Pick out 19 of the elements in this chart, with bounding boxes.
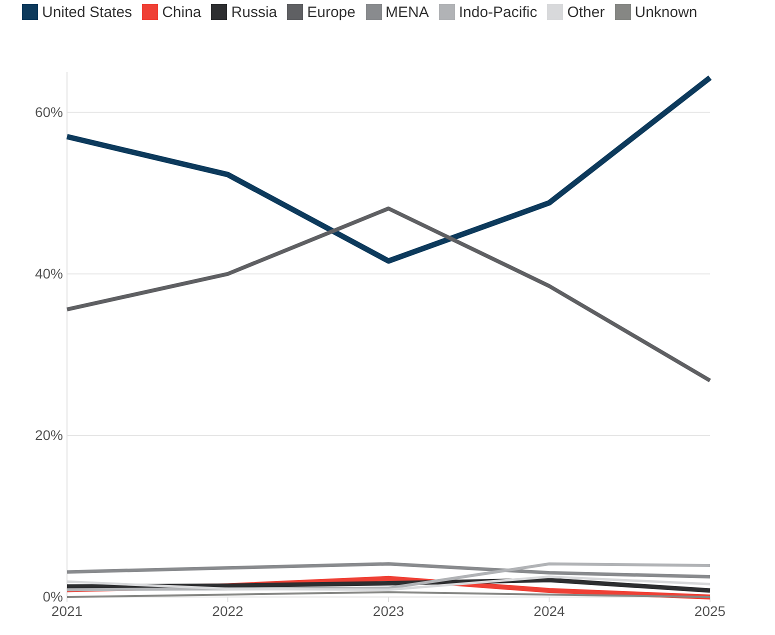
- line-series: [65, 562, 712, 579]
- legend-label: China: [162, 4, 202, 21]
- legend-label: MENA: [386, 4, 429, 21]
- x-tick-label: 2024: [534, 602, 566, 619]
- legend-label: Unknown: [634, 4, 698, 21]
- y-tick-label: 60%: [34, 104, 63, 120]
- line-series: [65, 206, 712, 383]
- x-tick-label: 2021: [51, 602, 83, 619]
- x-tick-label: 2022: [212, 602, 244, 619]
- legend-label: Europe: [307, 4, 356, 21]
- x-tick-label: 2025: [694, 602, 726, 619]
- y-tick-label: 0%: [42, 588, 63, 604]
- legend-label: Russia: [231, 4, 278, 21]
- legend-label: Indo-Pacific: [458, 4, 538, 21]
- y-tick-label: 20%: [34, 426, 63, 443]
- legend-label: United States: [42, 4, 132, 21]
- legend-label: Other: [567, 4, 605, 21]
- y-tick-label: 40%: [34, 265, 63, 282]
- x-tick-label: 2023: [372, 602, 404, 619]
